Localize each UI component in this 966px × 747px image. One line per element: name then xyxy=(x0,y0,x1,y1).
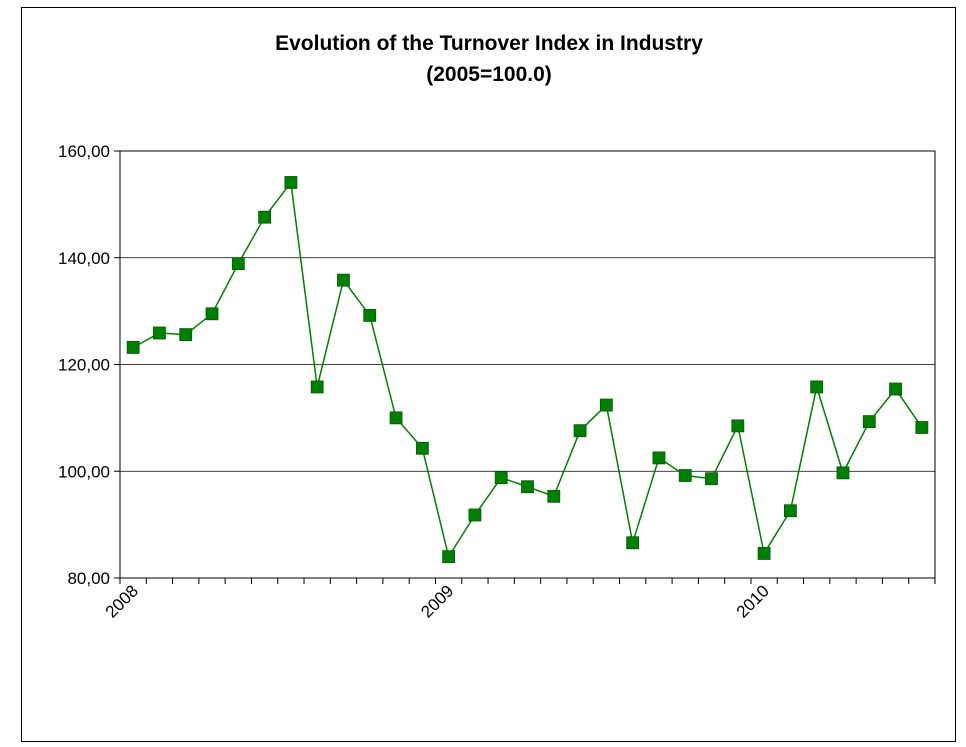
data-point xyxy=(284,176,298,189)
data-point xyxy=(889,382,902,396)
data-point xyxy=(179,328,193,342)
data-point xyxy=(205,307,219,321)
chart-subtitle: (2005=100.0) xyxy=(426,63,552,86)
gridlines xyxy=(120,257,935,472)
series-layer xyxy=(126,176,929,564)
x-tick-label: 2009 xyxy=(417,581,457,621)
y-tick-label: 160,00 xyxy=(58,142,110,161)
y-tick-label: 100,00 xyxy=(58,462,110,481)
data-point xyxy=(468,508,482,522)
data-point xyxy=(363,308,377,322)
data-point xyxy=(731,419,745,433)
data-point xyxy=(862,415,876,429)
data-point xyxy=(231,257,245,271)
x-tick-label: 2010 xyxy=(733,581,773,621)
data-point xyxy=(705,472,718,486)
data-point xyxy=(153,326,166,340)
data-point xyxy=(337,273,350,287)
data-point xyxy=(915,421,929,434)
data-point xyxy=(757,547,771,560)
y-tick-label: 120,00 xyxy=(58,356,110,375)
y-tick-label: 80,00 xyxy=(67,569,110,588)
chart-frame xyxy=(21,7,956,742)
data-point xyxy=(652,451,666,465)
data-point xyxy=(678,469,692,482)
data-point xyxy=(442,550,456,564)
data-point xyxy=(521,480,534,494)
series-line xyxy=(132,180,923,559)
y-tick-label: 140,00 xyxy=(58,249,110,268)
data-point xyxy=(599,398,613,412)
data-point xyxy=(389,411,403,425)
data-point xyxy=(836,466,850,480)
data-point xyxy=(547,489,561,503)
axes xyxy=(114,150,936,584)
chart-title: Evolution of the Turnover Index in Indus… xyxy=(275,32,703,55)
data-point xyxy=(494,471,508,485)
data-point xyxy=(258,210,271,224)
data-point xyxy=(784,504,797,518)
data-point xyxy=(415,441,429,455)
data-point xyxy=(626,536,640,550)
data-point xyxy=(310,380,324,394)
data-point xyxy=(573,424,587,438)
data-point xyxy=(810,380,824,394)
data-point xyxy=(126,341,140,354)
